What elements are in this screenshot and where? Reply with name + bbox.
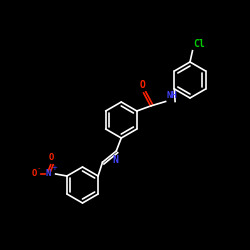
Text: N: N — [112, 155, 118, 165]
Text: O: O — [32, 170, 37, 178]
Text: O: O — [140, 80, 145, 90]
Text: +: + — [52, 165, 58, 171]
Text: NH: NH — [166, 91, 177, 100]
Text: N: N — [46, 170, 51, 178]
Text: -: - — [38, 165, 40, 171]
Text: O: O — [48, 152, 54, 162]
Text: Cl: Cl — [194, 39, 205, 49]
